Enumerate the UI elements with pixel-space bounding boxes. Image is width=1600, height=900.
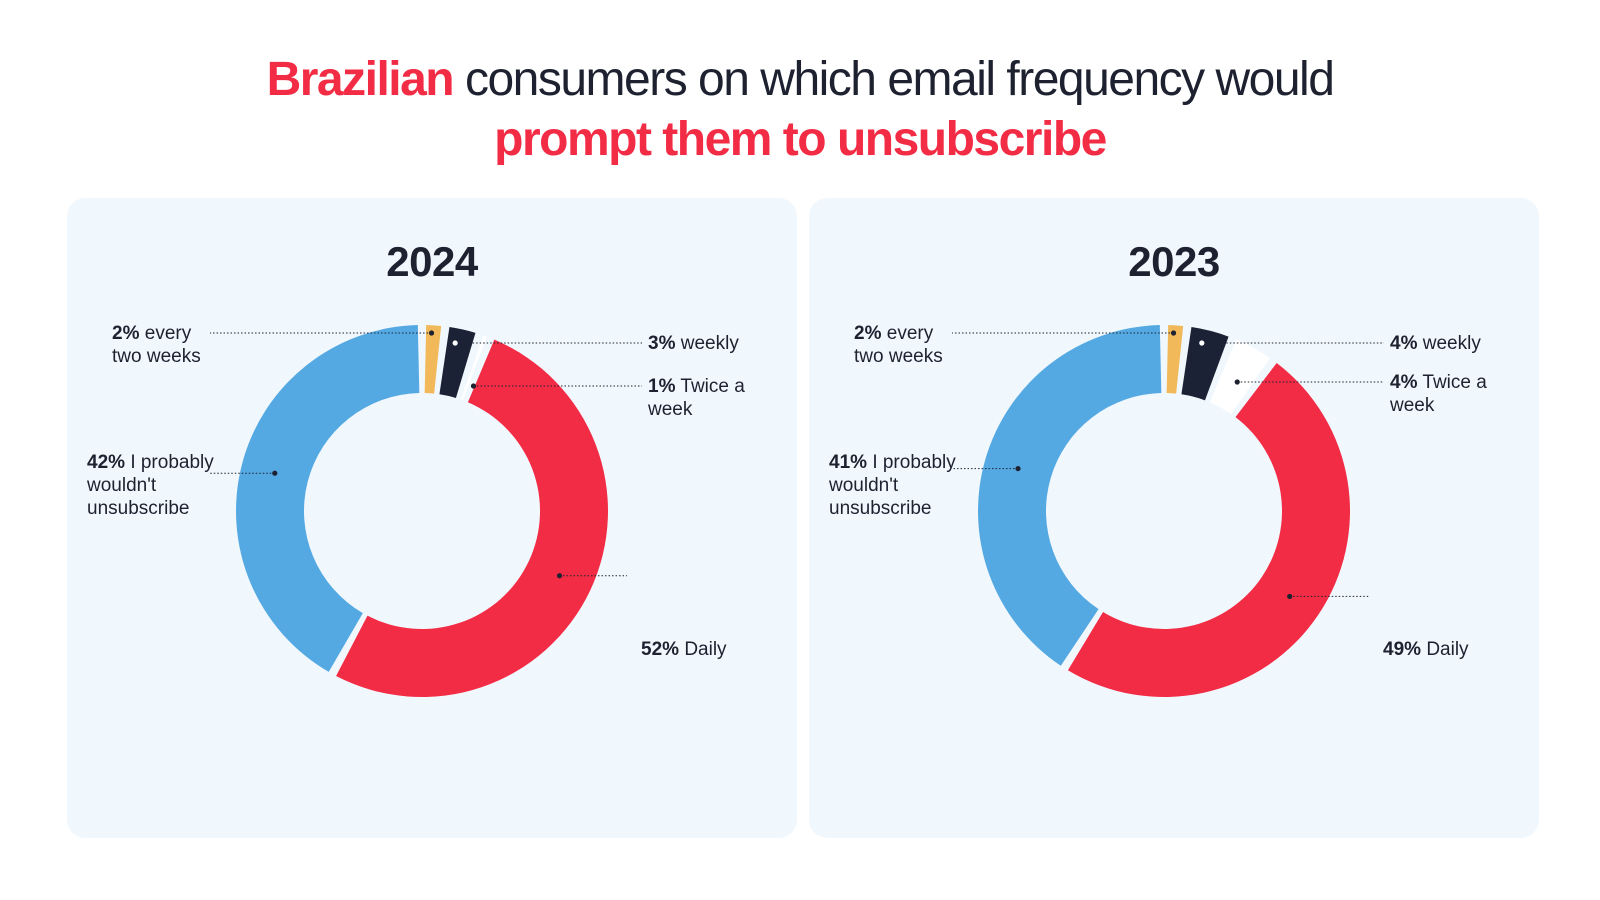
leader-every-two-weeks-dot xyxy=(428,330,435,336)
label-wouldnt-unsubscribe: 41% I probably wouldn't unsubscribe xyxy=(829,452,956,519)
label-twice-a-week: 4% Twice a week xyxy=(1390,372,1487,416)
donut-chart-2024 xyxy=(210,325,642,697)
leader-daily-dot xyxy=(556,573,563,579)
label-weekly: 4% weekly xyxy=(1390,333,1481,354)
title-accent-1: Brazilian xyxy=(266,53,455,106)
label-twice-a-week: 1% Twice a week xyxy=(648,376,745,420)
title-accent-2: prompt them to unsubscribe xyxy=(494,113,1107,166)
leader-wouldnt-unsubscribe-dot xyxy=(1015,465,1021,472)
panel-2024: 2024 2% every two weeks 3% weekly 1% Twi… xyxy=(67,198,797,838)
slice-daily xyxy=(1067,363,1350,697)
leader-twice-a-week-dot xyxy=(470,383,477,389)
slice-every-two-weeks xyxy=(1166,325,1184,394)
label-weekly: 3% weekly xyxy=(648,333,739,354)
title-rest-1: consumers on which email frequency would xyxy=(453,53,1335,106)
chart-title: Brazilian consumers on which email frequ… xyxy=(0,50,1600,170)
label-every-two-weeks: 2% every two weeks xyxy=(854,323,943,367)
slice-weekly xyxy=(439,327,476,398)
leader-wouldnt-unsubscribe-dot xyxy=(272,470,278,476)
slice-twice-a-week xyxy=(1209,339,1270,414)
leader-twice-a-week-dot xyxy=(1234,379,1240,385)
label-daily: 52% Daily xyxy=(641,639,727,660)
panel-year-title: 2023 xyxy=(1128,238,1220,285)
leader-weekly-dot xyxy=(1199,340,1205,346)
slice-twice-a-week xyxy=(460,335,487,401)
leader-weekly-dot xyxy=(452,340,458,346)
panel-2023: 2023 2% every two weeks 4% weekly 4% Twi… xyxy=(809,198,1539,838)
leader-every-two-weeks-dot xyxy=(1170,330,1177,336)
slice-wouldnt-unsubscribe xyxy=(236,325,420,672)
label-daily: 49% Daily xyxy=(1383,639,1469,660)
panel-year-title: 2024 xyxy=(386,238,478,285)
label-every-two-weeks: 2% every two weeks xyxy=(112,323,201,367)
slice-wouldnt-unsubscribe xyxy=(978,325,1162,666)
label-wouldnt-unsubscribe: 42% I probably wouldn't unsubscribe xyxy=(87,452,214,519)
slice-every-two-weeks xyxy=(424,325,442,394)
donut-chart-2023 xyxy=(952,325,1384,697)
slice-weekly xyxy=(1181,327,1229,401)
leader-daily-dot xyxy=(1287,593,1293,600)
slice-daily xyxy=(336,339,608,697)
